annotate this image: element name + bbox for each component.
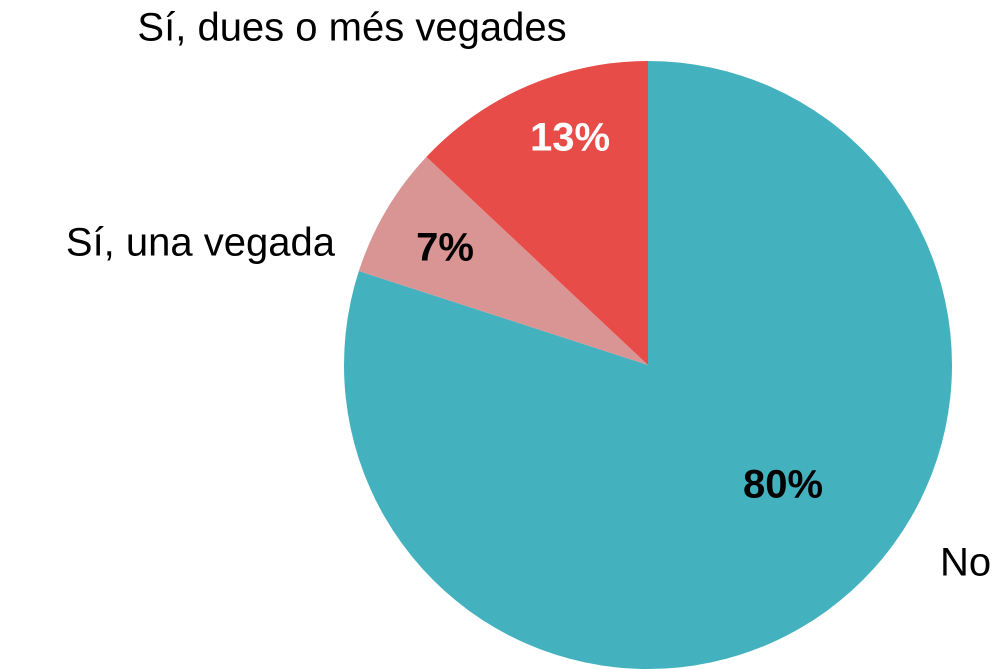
category-label: No <box>940 541 991 585</box>
pie-slice <box>358 156 648 365</box>
category-label: Sí, una vegada <box>66 221 336 265</box>
data-label: 13% <box>530 116 610 160</box>
pie-slice <box>426 61 648 365</box>
data-label: 7% <box>416 226 474 270</box>
data-label: 80% <box>743 463 823 507</box>
category-label: Sí, dues o més vegades <box>137 6 566 50</box>
